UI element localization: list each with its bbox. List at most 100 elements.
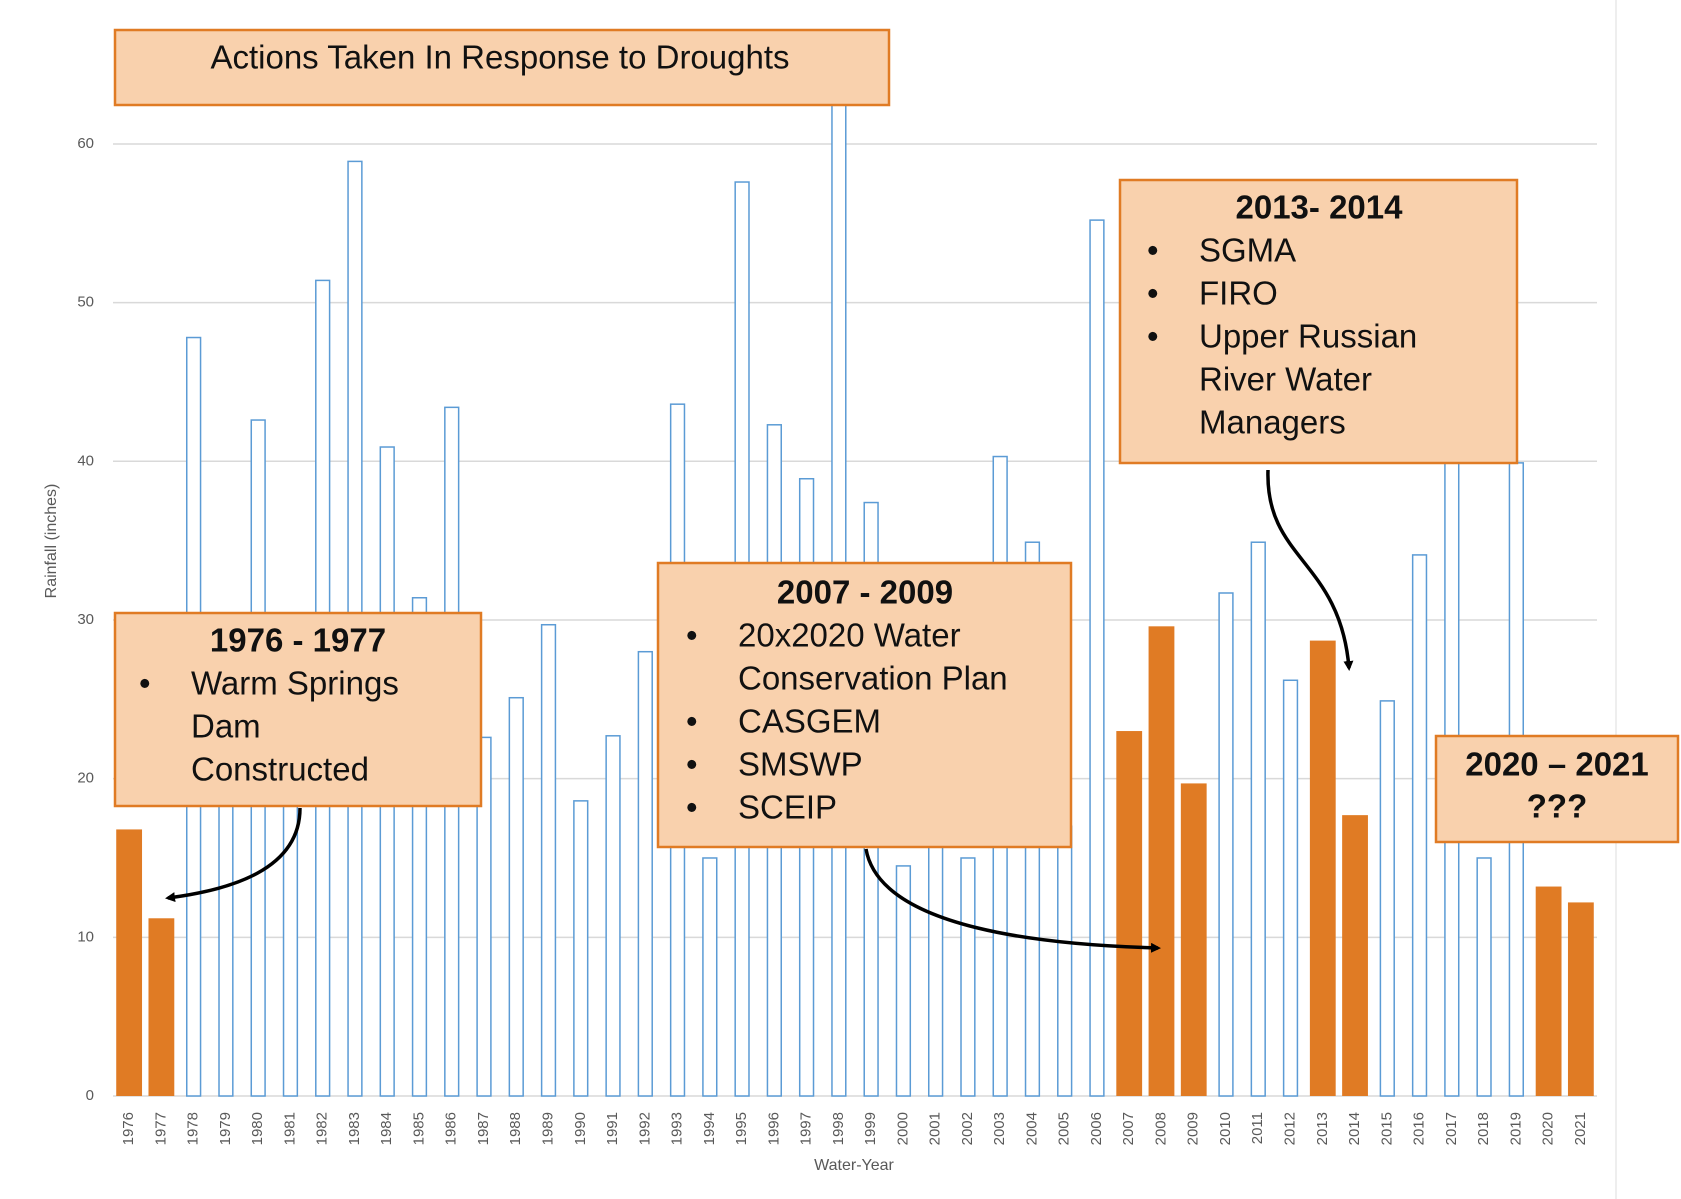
x-tick-label: 2019 [1507,1112,1524,1145]
x-tick-label: 1984 [378,1112,395,1145]
arrow [864,848,1161,953]
bar [1116,731,1143,1096]
bullet: • [139,665,151,702]
annotation: 2020 – 2021??? [1434,734,1680,844]
arrows [165,469,1354,953]
bar [1309,640,1336,1096]
y-axis-label: Rainfall (inches) [43,484,60,599]
bar [637,650,653,1097]
x-tick-label: 1978 [185,1112,202,1145]
x-tick-label: 2011 [1249,1112,1266,1144]
annotation-item: SMSWP [738,746,863,783]
bullet: • [1147,318,1159,355]
annotation-item: Constructed [191,751,369,788]
annotation-title: 2013- 2014 [1236,189,1404,226]
bar [1282,679,1299,1097]
y-tick-label: 0 [86,1087,94,1104]
bar [476,736,492,1097]
x-tick-label: 1986 [443,1112,460,1145]
annotation-item: Conservation Plan [738,660,1008,697]
x-tick-label: 2007 [1120,1112,1137,1145]
annotation: 2007 - 2009 • 20x2020 Water Conservation Pl… [656,561,1073,849]
x-tick-label: 1997 [798,1112,815,1145]
bullet: • [686,789,698,826]
arrow [1266,469,1354,671]
bar [1148,626,1175,1096]
bar [702,857,718,1097]
x-tick-label: 2002 [959,1112,976,1145]
x-tick-label: 2000 [894,1112,911,1145]
annotation: 1976 - 1977 • Warm Springs Dam Constructed [113,611,483,808]
x-tick-label: 1995 [733,1112,750,1145]
y-tick-label: 10 [77,928,94,945]
bar [960,857,976,1097]
bar [1379,700,1395,1097]
x-tick-label: 2008 [1152,1112,1169,1145]
annotation-box [656,561,1073,849]
x-tick-label: 1985 [410,1112,427,1145]
y-tick-label: 60 [77,135,94,152]
bar [895,865,912,1097]
x-tick-label: 2013 [1314,1112,1331,1145]
annotation-box [113,28,891,107]
annotation-item: FIRO [1199,275,1278,312]
x-tick-label: 2003 [991,1112,1008,1145]
x-tick-label: 1979 [217,1112,234,1145]
bar [148,918,175,1096]
annotation-item: Upper Russian [1199,318,1417,355]
x-tick-label: 2018 [1475,1112,1492,1145]
bar [573,800,589,1097]
x-tick-label: 1996 [765,1112,782,1145]
bar [927,841,944,1097]
x-tick-label: 2006 [1088,1112,1105,1145]
annotation-item: River Water [1199,361,1372,398]
x-tick-label: 2021 [1572,1112,1589,1145]
x-tick-label: 1990 [572,1112,589,1145]
x-tick-label: 1982 [314,1112,331,1145]
x-tick-label: 2009 [1185,1112,1202,1145]
x-tick-label: 2010 [1217,1112,1234,1145]
annotation: Actions Taken In Response to Droughts [113,28,891,107]
annotation: 2013- 2014 • SGMA • FIRO • Upper Russian River … [1118,178,1519,465]
x-tick-label: 2016 [1411,1112,1428,1145]
bullet: • [1147,232,1159,269]
x-tick-label: 1989 [539,1112,556,1145]
annotation-box [1434,734,1680,844]
x-tick-label: 1981 [281,1112,298,1145]
annotation-item: SCEIP [738,789,837,826]
bar [1089,219,1105,1097]
x-tick-label: 1980 [249,1112,266,1145]
x-tick-label: 2014 [1346,1112,1363,1145]
y-tick-label: 30 [77,611,94,628]
x-tick-label: 1977 [152,1112,169,1145]
bar [540,623,557,1097]
bar [1535,886,1562,1096]
x-tick-label: 2017 [1443,1112,1460,1145]
x-tick-label: 1988 [507,1112,524,1145]
annotation-title: 2020 – 2021 [1465,746,1649,783]
annotation-title: 1976 - 1977 [210,622,386,659]
x-tick-label: 1994 [701,1112,718,1145]
annotation-item: SGMA [1199,232,1296,269]
x-tick-label: 2012 [1281,1112,1298,1145]
annotation-subtitle: ??? [1527,788,1587,825]
bar [1476,857,1492,1097]
x-tick-label: 1998 [830,1112,847,1145]
x-tick-label: 2015 [1378,1112,1395,1145]
annotation-item: 20x2020 Water [738,617,961,654]
bar [1567,902,1594,1096]
x-tick-label: 2001 [927,1112,944,1145]
x-tick-label: 1983 [346,1112,363,1145]
x-tick-label: 1993 [669,1112,686,1145]
bar [1411,554,1428,1097]
annotation-box [113,611,483,808]
annotation-item: Managers [1199,404,1346,441]
bullet: • [1147,275,1159,312]
y-tick-label: 50 [77,294,94,311]
bullet: • [686,703,698,740]
bar [1180,783,1207,1096]
bar [1250,541,1266,1097]
bullet: • [686,617,698,654]
annotation-title: 2007 - 2009 [777,574,953,611]
x-axis-label: Water-Year [814,1157,894,1174]
